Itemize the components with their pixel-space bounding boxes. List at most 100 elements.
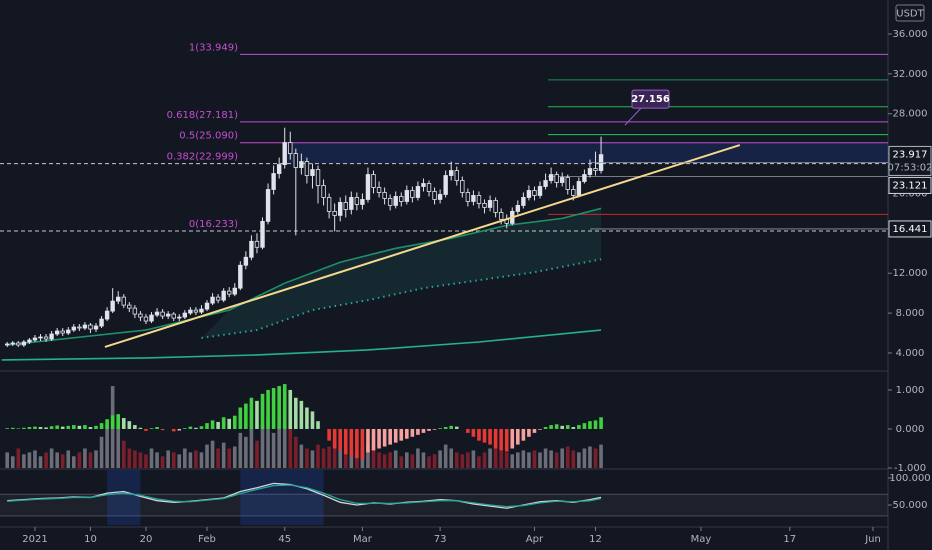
candle-body — [199, 308, 204, 313]
volume-bar — [432, 454, 437, 468]
ma-cloud — [201, 208, 602, 339]
candle-body — [426, 183, 432, 192]
overbought-zone — [290, 470, 307, 525]
candle-body — [437, 194, 443, 200]
x-tick-label: Feb — [198, 534, 216, 545]
volume-bar — [599, 444, 603, 468]
candle-body — [177, 316, 182, 319]
oscillator-bar — [327, 428, 331, 441]
oscillator-bar — [149, 428, 154, 429]
candle-body — [571, 189, 576, 196]
rsi-line — [7, 484, 602, 508]
candle-body — [160, 311, 165, 317]
candle-body — [121, 296, 126, 306]
volume-bar — [588, 446, 592, 468]
volume-bar — [493, 446, 498, 468]
moving-average — [201, 258, 602, 339]
x-tick-label: Jun — [864, 534, 881, 545]
oscillator-bar — [360, 428, 365, 460]
oscillator-bar — [543, 427, 548, 429]
candle-body — [310, 169, 315, 176]
oscillator-bar — [27, 427, 32, 429]
y-tick-label: 32.000 — [893, 69, 928, 80]
oscillator-bar — [255, 400, 259, 429]
y-tick-label: 36.000 — [893, 29, 928, 40]
volume-bar — [554, 452, 559, 468]
oscillator-bar — [366, 428, 370, 453]
candle-body — [49, 333, 54, 340]
candle-body — [288, 142, 293, 155]
volume-bar — [277, 428, 281, 468]
candle-body — [410, 190, 415, 198]
y-tick-label: 28.000 — [893, 109, 928, 120]
volume-bar — [216, 448, 220, 468]
oscillator-bar — [316, 421, 320, 429]
oscillator-bar — [188, 426, 193, 429]
unit-label: USDT — [896, 9, 924, 20]
volume-bar — [88, 452, 93, 468]
y-tick-label: 12.000 — [893, 268, 928, 279]
oscillator-bar — [343, 428, 348, 455]
candle-body — [465, 192, 471, 202]
volume-bar — [565, 446, 570, 468]
candle-body — [10, 342, 15, 345]
volume-bar — [510, 454, 515, 468]
unit-box — [895, 4, 925, 22]
candle-body — [421, 183, 426, 187]
x-tick-label: Mar — [353, 534, 373, 545]
oscillator-bar — [521, 428, 526, 441]
oscillator-bar — [83, 425, 87, 429]
oscillator-bar — [432, 428, 437, 430]
oscillator-bar — [171, 428, 176, 432]
countdown-label: 07:53:02 — [888, 162, 932, 173]
candle-body — [243, 256, 249, 266]
candle-body — [526, 190, 532, 198]
candle-body — [593, 168, 598, 171]
overbought-zone — [306, 470, 324, 525]
volume-bar — [127, 448, 132, 468]
candle-body — [293, 153, 299, 168]
volume-bar — [55, 452, 59, 468]
volume-bar — [560, 448, 565, 468]
oscillator-bar — [571, 427, 576, 429]
last-price-box — [888, 145, 932, 176]
candle-body — [27, 339, 32, 343]
candle-body — [399, 196, 404, 202]
oscillator-bar — [488, 428, 492, 445]
candle-body — [543, 180, 548, 187]
oscillator-bar — [144, 428, 148, 431]
candle-body — [487, 200, 493, 208]
oscillator-bar — [288, 389, 293, 429]
callout-label: 27.156 — [631, 94, 670, 105]
volume-bar — [266, 417, 270, 468]
volume-bar — [72, 456, 76, 468]
candle-body — [454, 170, 459, 181]
oscillator-bar — [504, 428, 509, 452]
candle-body — [415, 186, 421, 198]
volume-bar — [116, 417, 121, 468]
oscillator-bar — [105, 419, 109, 429]
oscillator-bar — [355, 428, 359, 459]
oscillator-bar — [377, 428, 381, 449]
volume-bar — [166, 450, 170, 468]
fib-label: 0.618(27.181) — [167, 110, 239, 121]
volume-bar — [227, 448, 232, 468]
volume-bar — [499, 450, 503, 468]
oscillator-bar — [249, 397, 254, 429]
oscillator-bar — [538, 428, 542, 430]
candle-body — [188, 309, 193, 314]
candle-body — [60, 330, 65, 334]
x-tick-label: 17 — [783, 534, 796, 545]
oscillator-bar — [121, 418, 126, 429]
candle-body — [227, 290, 232, 295]
candle-body — [443, 175, 448, 195]
oscillator-bar — [299, 400, 304, 429]
volume-bar — [416, 448, 420, 468]
oscillator-bar — [532, 428, 537, 433]
callout-pointer — [624, 107, 642, 126]
candle-body — [332, 211, 337, 216]
price-box — [888, 220, 932, 238]
oscillator-bar — [493, 428, 498, 449]
volume-bar — [538, 452, 542, 468]
